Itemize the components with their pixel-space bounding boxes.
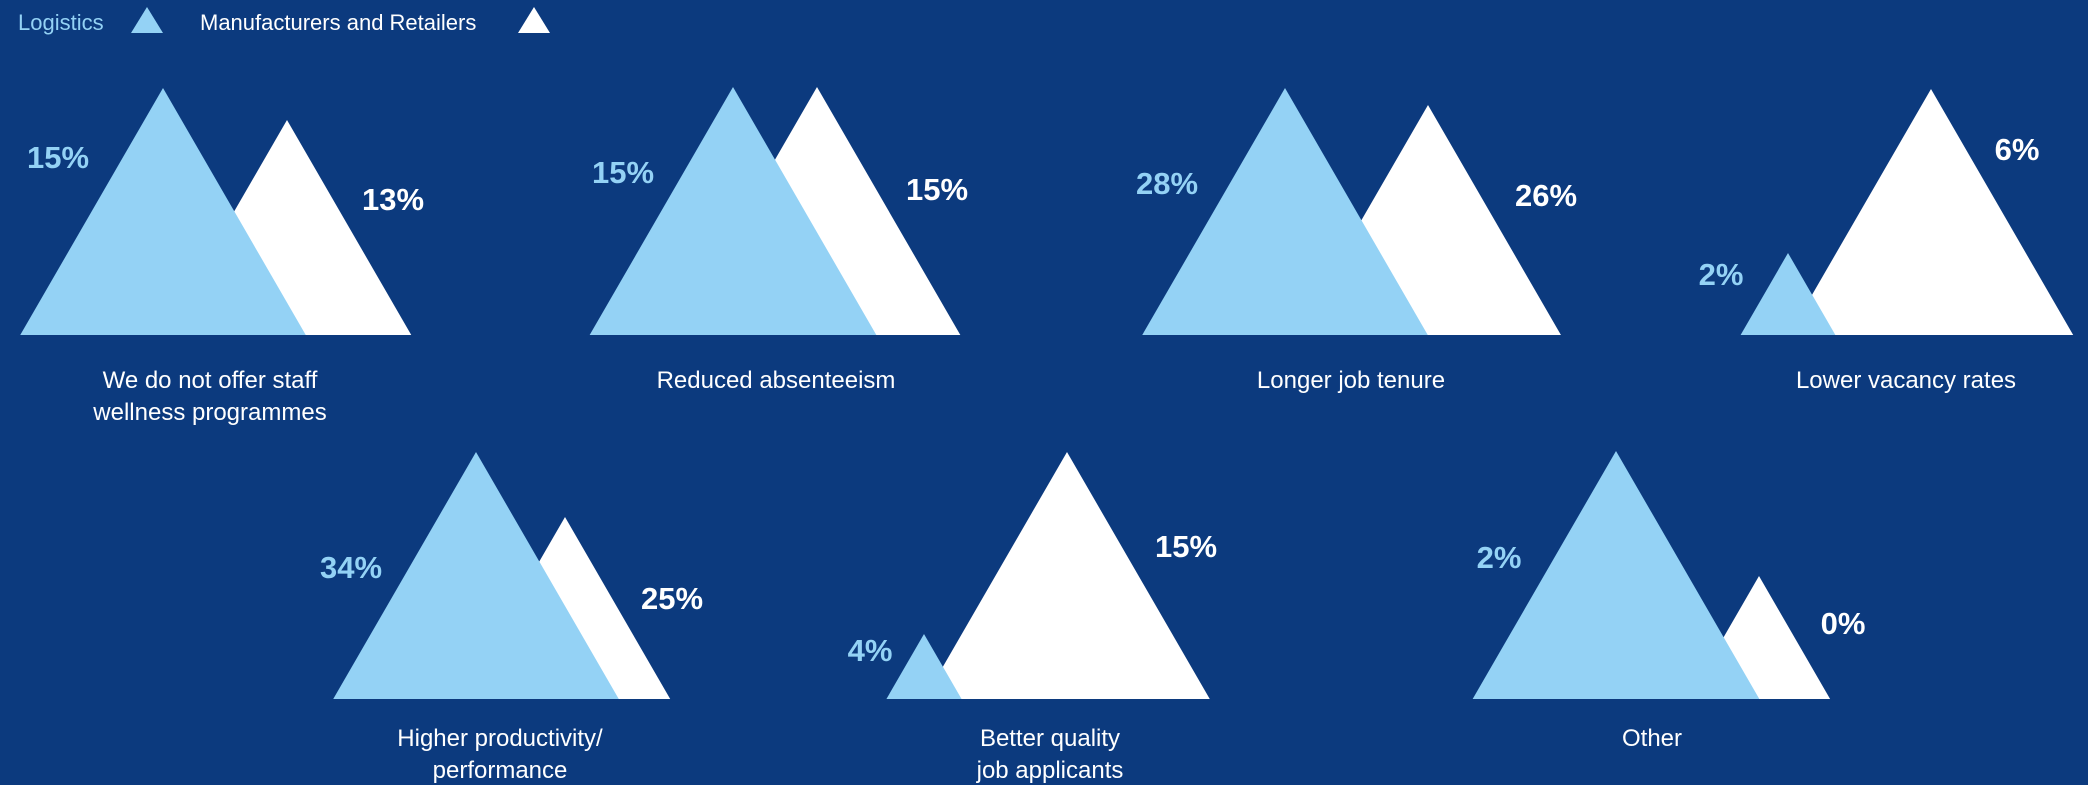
legend: Logistics Manufacturers and Retailers bbox=[18, 7, 550, 35]
chart-marks: 15% 13% We do not offer staff wellness prog… bbox=[20, 87, 2074, 784]
category-label: job applicants bbox=[976, 757, 1124, 784]
manufacturers-triangle bbox=[924, 452, 1210, 699]
manufacturers-value-label: 13% bbox=[362, 182, 424, 217]
manufacturers-triangle bbox=[1788, 89, 2074, 335]
legend-label: Manufacturers and Retailers bbox=[200, 10, 476, 35]
category-group: 2% 0% Other bbox=[1472, 451, 1866, 752]
legend-entry: Logistics bbox=[18, 7, 163, 35]
category-group: 2% 6% Lower vacancy rates bbox=[1699, 89, 2074, 394]
manufacturers-value-label: 26% bbox=[1515, 178, 1577, 213]
legend-entry: Manufacturers and Retailers bbox=[200, 7, 550, 35]
logistics-value-label: 15% bbox=[592, 155, 654, 190]
category-group: 28% 26% Longer job tenure bbox=[1136, 88, 1577, 394]
logistics-value-label: 2% bbox=[1699, 257, 1744, 292]
logistics-value-label: 15% bbox=[27, 140, 89, 175]
category-label: Lower vacancy rates bbox=[1796, 367, 2016, 394]
logistics-triangle bbox=[333, 452, 619, 699]
category-label: Other bbox=[1622, 725, 1682, 752]
manufacturers-value-label: 0% bbox=[1821, 606, 1866, 641]
triangle-icon bbox=[131, 7, 163, 33]
category-label: We do not offer staff bbox=[103, 367, 318, 394]
category-group: 34% 25% Higher productivity/performance bbox=[320, 452, 703, 784]
category-label: Higher productivity/ bbox=[397, 725, 603, 752]
manufacturers-value-label: 15% bbox=[906, 172, 968, 207]
category-label: Better quality bbox=[980, 725, 1120, 752]
logistics-value-label: 4% bbox=[848, 633, 893, 668]
category-label: performance bbox=[433, 757, 568, 784]
legend-label: Logistics bbox=[18, 10, 104, 35]
category-label: Longer job tenure bbox=[1257, 367, 1445, 394]
logistics-triangle bbox=[20, 88, 306, 335]
category-label: wellness programmes bbox=[92, 399, 326, 426]
logistics-triangle bbox=[1142, 88, 1428, 335]
manufacturers-value-label: 15% bbox=[1155, 529, 1217, 564]
logistics-triangle bbox=[589, 87, 877, 335]
triangle-icon bbox=[518, 7, 550, 33]
category-group: 15% 13% We do not offer staff wellness prog… bbox=[20, 88, 424, 426]
logistics-triangle bbox=[886, 634, 962, 699]
logistics-triangle bbox=[1472, 451, 1760, 699]
category-group: 15% 15% Reduced absenteeism bbox=[589, 87, 968, 394]
category-group: 4% 15% Better quality job applicants bbox=[848, 452, 1217, 784]
logistics-value-label: 2% bbox=[1477, 540, 1522, 575]
logistics-value-label: 34% bbox=[320, 550, 382, 585]
category-label: Reduced absenteeism bbox=[657, 367, 896, 394]
logistics-triangle bbox=[1740, 253, 1836, 335]
manufacturers-value-label: 6% bbox=[1995, 132, 2040, 167]
logistics-value-label: 28% bbox=[1136, 166, 1198, 201]
manufacturers-value-label: 25% bbox=[641, 581, 703, 616]
